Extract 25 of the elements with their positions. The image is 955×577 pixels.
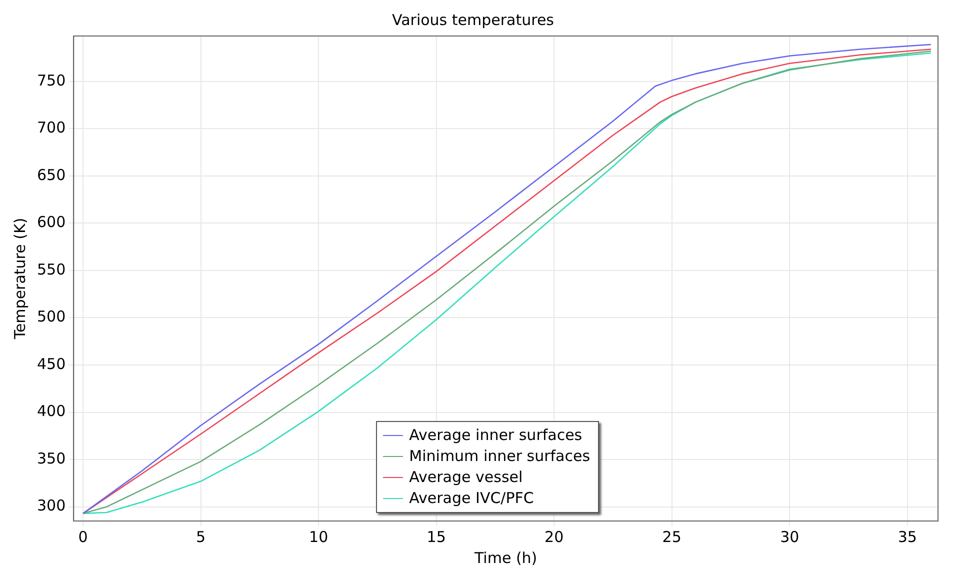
y-tick-label: 450 [36,354,66,373]
x-tick-label: 25 [662,528,682,546]
y-tick-label: 350 [36,449,66,468]
chart-title: Various temperatures [392,10,554,29]
y-tick-label: 650 [36,166,66,184]
x-tick-label: 10 [309,528,328,546]
y-axis-title: Temperature (K) [10,218,29,340]
x-tick-label: 15 [426,528,446,546]
legend-label: Minimum inner surfaces [409,446,590,467]
x-axis-title: Time (h) [473,548,538,567]
x-tick-label: 5 [196,528,206,546]
y-tick-label: 750 [36,71,66,90]
y-tick-label: 400 [36,402,66,420]
legend-label: Average inner surfaces [409,425,582,446]
y-tick-label: 700 [36,118,66,137]
legend-label: Average vessel [409,467,523,488]
y-tick-label: 600 [36,213,66,232]
x-tick-label: 30 [780,528,800,546]
y-tick-label: 500 [36,308,66,326]
x-tick-label: 0 [78,528,88,546]
x-tick-label: 20 [544,528,564,546]
legend-label: Average IVC/PFC [409,488,534,509]
x-tick-label: 35 [898,528,917,546]
y-tick-label: 550 [36,260,66,278]
y-tick-label: 300 [36,496,66,515]
